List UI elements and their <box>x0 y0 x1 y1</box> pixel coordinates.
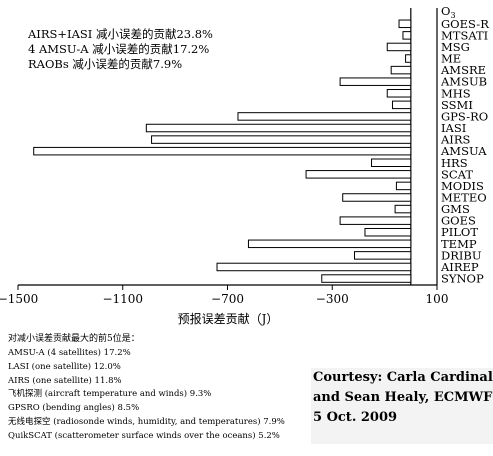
annotation-2: 4 AMSU-A 减小误差的贡献17.2% <box>28 42 209 56</box>
category-label-modis: MODIS <box>441 179 484 193</box>
bar-hrs <box>371 158 412 167</box>
bar-modis <box>395 181 412 191</box>
category-label-temp: TEMP <box>441 237 477 251</box>
top-contributors-notes: 对减小误差贡献最大的前5位是： AMSU-A (4 satellites) 17… <box>8 333 308 444</box>
category-label-msg: MSG <box>441 40 470 54</box>
bar-airep <box>216 262 412 272</box>
category-label-mtsati: MTSATI <box>441 28 488 42</box>
category-label-airs: AIRS <box>440 133 471 147</box>
category-label-amsre: AMSRE <box>440 63 486 77</box>
notes-item-6: 无线电探空 (radiosonde winds, humidity, and t… <box>8 416 285 427</box>
notes-list: AMSU-A (4 satellites) 17.2% LASI (one sat… <box>8 347 308 444</box>
category-label-scat: SCAT <box>441 167 473 181</box>
bar-airs <box>151 135 412 144</box>
notes-item-2: LASI (one satellite) 12.0% <box>8 361 121 372</box>
category-label-ssmi: SSMI <box>441 98 473 112</box>
bar-gps-ro <box>237 112 412 121</box>
category-label-dribu: DRIBU <box>441 248 482 262</box>
category-label-meteo: METEO <box>441 190 487 204</box>
category-label-amsub: AMSUB <box>440 75 487 89</box>
category-label-goes-r: GOES-R <box>441 17 489 31</box>
plot-frame <box>410 8 438 285</box>
category-label-airep: AIREP <box>440 260 479 274</box>
credit-line-3: 5 Oct. 2009 <box>313 410 398 425</box>
bar-amsua <box>33 146 412 156</box>
bar-gms <box>394 204 412 214</box>
credit-lines: Courtesy: Carla Cardinali and Sean Healy,… <box>311 368 493 428</box>
bar-msg <box>386 42 412 52</box>
bar-amsre <box>390 65 412 75</box>
category-label-amsua: AMSUA <box>440 144 487 158</box>
forecast-error-contribution-chart: O3GOES-RMTSATIMSGMEAMSREAMSUBMHSSSMIGPS-… <box>0 4 489 326</box>
category-label-me: ME <box>441 52 461 66</box>
bar-meteo <box>342 193 412 202</box>
annotation-1: AIRS+IASI 减小误差的贡献23.8% <box>27 27 213 41</box>
notes-item-5: GPSRO (bending angles) 8.5% <box>8 403 140 414</box>
category-label-gms: GMS <box>441 202 470 216</box>
x-tick-label: −1500 <box>0 292 38 306</box>
notes-item-4: 飞机探测 (aircraft temperature and winds) 9.… <box>8 389 212 400</box>
notes-item-7: QuikSCAT (scatterometer surface winds ov… <box>8 430 280 441</box>
x-tick-label: −300 <box>316 292 349 306</box>
category-label-goes: GOES <box>441 214 476 228</box>
notes-item-1: AMSU-A (4 satellites) 17.2% <box>8 348 131 358</box>
category-labels: O3GOES-RMTSATIMSGMEAMSREAMSUBMHSSSMIGPS-… <box>440 4 489 286</box>
bar-ssmi <box>391 100 412 110</box>
category-label-mhs: MHS <box>441 86 471 100</box>
bar-synop <box>321 274 412 283</box>
bars-group <box>33 19 412 283</box>
x-axis-title: 预报误差贡献（J） <box>178 311 279 326</box>
bar-goes-r <box>398 19 412 29</box>
chart-annotations: AIRS+IASI 减小误差的贡献23.8%4 AMSU-A 减小误差的贡献17… <box>27 27 213 71</box>
category-label-iasi: IASI <box>441 121 466 135</box>
annotation-3: RAOBs 减小误差的贡献7.9% <box>28 57 182 71</box>
bar-me <box>405 54 412 63</box>
category-label-gps-ro: GPS-RO <box>441 109 488 123</box>
category-label-pilot: PILOT <box>441 225 478 239</box>
bar-scat <box>305 170 412 179</box>
bar-temp <box>247 239 412 249</box>
x-tick-label: 100 <box>426 292 449 306</box>
bar-mtsati <box>402 31 412 40</box>
x-tick-label: −1100 <box>102 292 143 306</box>
credit-line-2: and Sean Healy, ECMWF <box>313 390 493 405</box>
bar-goes <box>339 216 412 225</box>
bar-amsub <box>339 77 412 86</box>
courtesy-credit-box: Courtesy: Carla Cardinali and Sean Healy,… <box>311 368 493 444</box>
credit-line-1: Courtesy: Carla Cardinali <box>313 370 493 385</box>
x-tick-label: −700 <box>211 292 244 306</box>
notes-item-3: AIRS (one satellite) 11.8% <box>8 375 122 386</box>
bar-pilot <box>364 227 412 237</box>
x-axis: −1500 −1100 −700 −300 100 预报误差贡献（J） <box>0 284 449 326</box>
bar-iasi <box>145 123 412 133</box>
bar-mhs <box>386 89 412 98</box>
category-label-hrs: HRS <box>441 156 468 170</box>
notes-heading: 对减小误差贡献最大的前5位是： <box>8 334 140 344</box>
bar-dribu <box>354 251 412 260</box>
category-label-synop: SYNOP <box>441 272 484 286</box>
